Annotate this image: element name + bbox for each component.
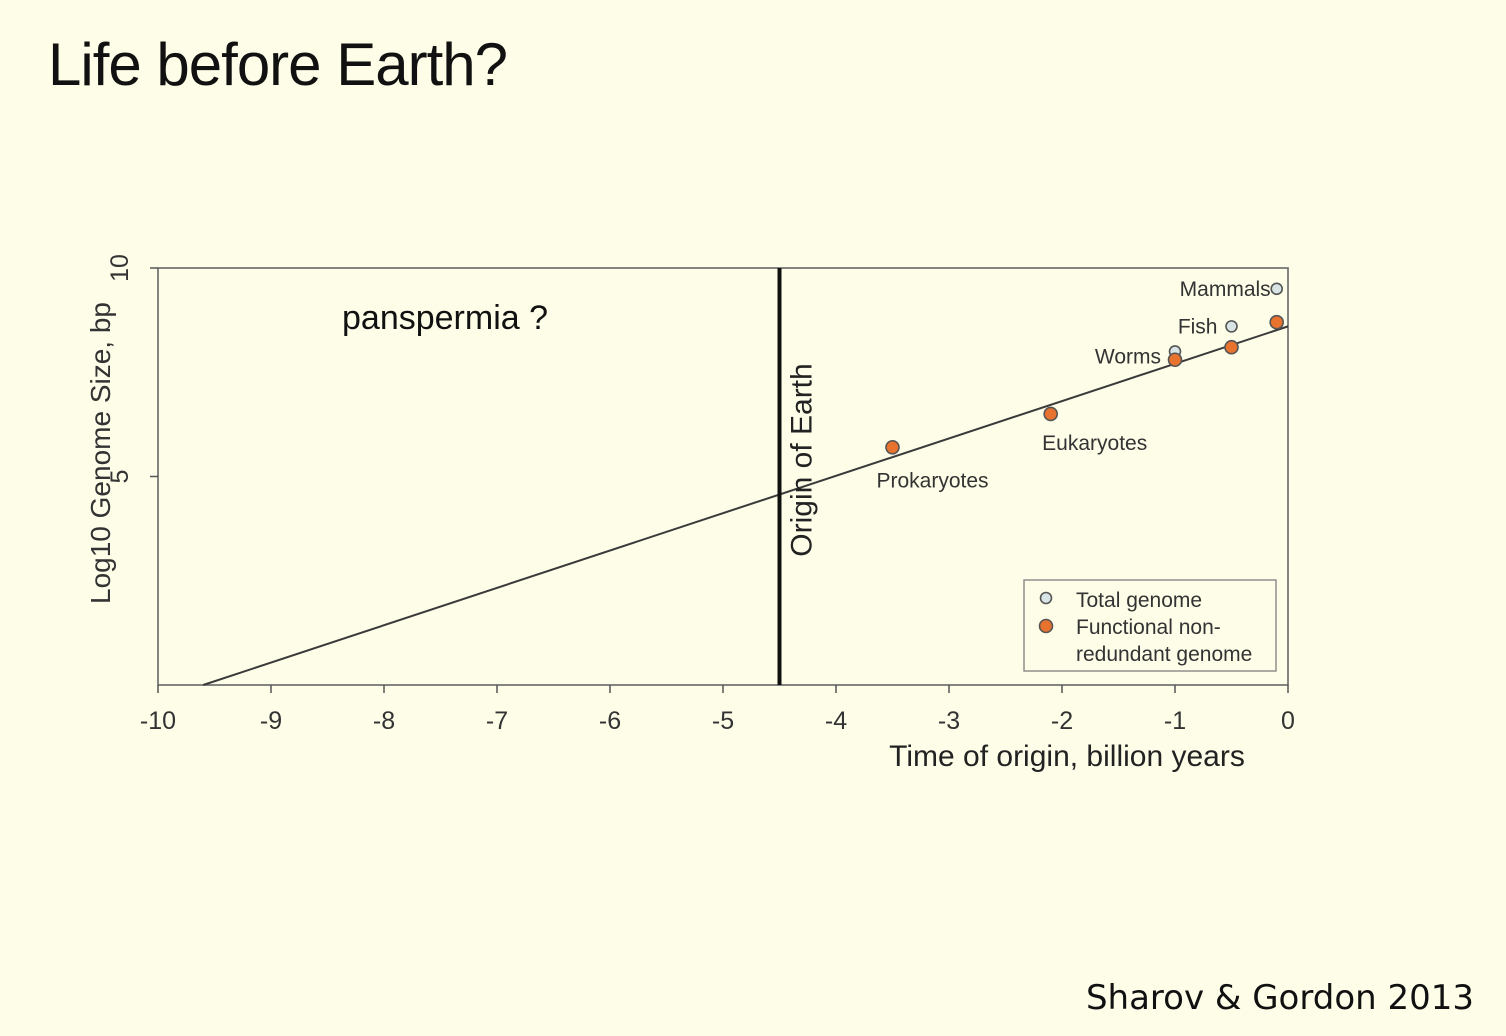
x-tick-label: -1 — [1164, 707, 1186, 735]
point-label: Prokaryotes — [876, 469, 988, 492]
x-tick-label: -7 — [486, 707, 508, 735]
x-tick-label: -8 — [373, 707, 395, 735]
x-tick-label: -9 — [260, 707, 282, 735]
legend-functional-label: Functional non- — [1076, 616, 1221, 639]
total-genome-point — [1225, 320, 1238, 333]
legend-total-marker — [1039, 591, 1053, 605]
functional-genome-point — [885, 440, 900, 455]
slide-title: Life before Earth? — [48, 31, 508, 98]
x-tick-label: -3 — [938, 707, 960, 735]
point-label: Eukaryotes — [1042, 432, 1147, 455]
y-tick-label: 10 — [106, 254, 134, 282]
legend-functional-marker — [1038, 618, 1054, 634]
y-tick-label: 5 — [106, 470, 134, 484]
trend-line — [202, 325, 1289, 686]
legend-functional-label: redundant genome — [1076, 643, 1252, 666]
point-label: Worms — [1095, 345, 1161, 368]
x-axis-label: Time of origin, billion years — [889, 740, 1245, 773]
x-tick-label: -6 — [599, 707, 621, 735]
x-tick-label: -10 — [140, 707, 176, 735]
legend-box — [1023, 579, 1277, 672]
functional-genome-point — [1043, 406, 1058, 422]
point-label: Fish — [1178, 315, 1218, 338]
y-axis-label: Log10 Genome Size, bp — [85, 302, 116, 604]
x-tick-label: 0 — [1281, 707, 1295, 735]
point-label: Mammals — [1180, 278, 1271, 301]
origin-of-earth-label: Origin of Earth — [786, 363, 819, 556]
citation: Sharov & Gordon 2013 — [1085, 978, 1474, 1018]
x-tick-label: -2 — [1051, 707, 1073, 735]
x-tick-label: -4 — [825, 707, 847, 735]
total-genome-point — [1270, 282, 1283, 296]
functional-genome-point — [1269, 314, 1284, 330]
panspermia-annotation: panspermia ? — [342, 299, 548, 337]
legend-total-label: Total genome — [1076, 589, 1202, 612]
functional-genome-point — [1224, 339, 1239, 355]
functional-genome-point — [1167, 352, 1183, 368]
x-tick-label: -5 — [712, 707, 734, 735]
